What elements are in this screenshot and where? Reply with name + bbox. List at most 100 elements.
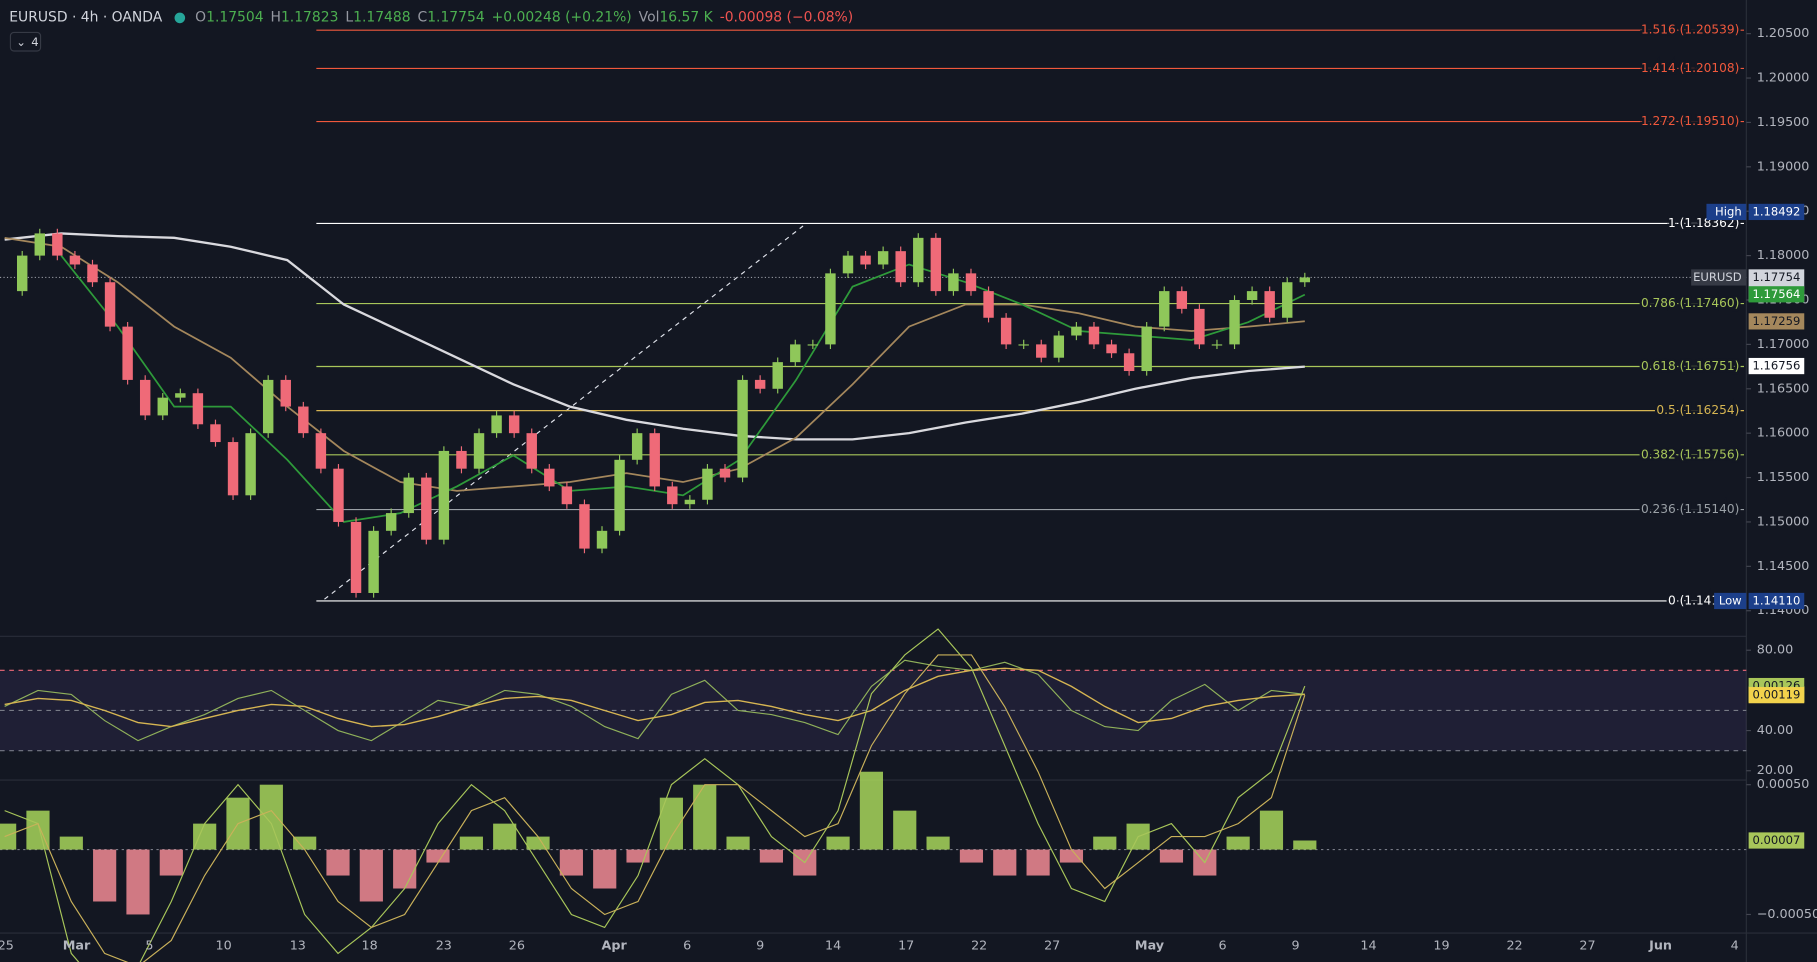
- candle-body: [280, 379, 291, 407]
- histogram-bar: [459, 836, 483, 850]
- candle-body: [790, 344, 801, 363]
- fib-label: 0.382 (1.15756): [1641, 447, 1739, 461]
- candle-body: [192, 393, 204, 425]
- x-tick-label: 25: [0, 938, 14, 953]
- indicator-line: [4, 628, 1306, 962]
- candle-body: [1159, 291, 1170, 327]
- badge-tag: Low: [1719, 593, 1742, 607]
- candle-body: [614, 459, 625, 531]
- indicators-count: 4: [31, 35, 38, 49]
- fib-label: 1.516 (1.20539): [1641, 23, 1739, 37]
- histogram-bar: [93, 849, 117, 902]
- badge-bg: [1748, 357, 1805, 375]
- candle-body: [579, 504, 590, 549]
- histogram-bar: [893, 810, 917, 850]
- candle-body: [631, 433, 643, 460]
- candle-body: [1299, 277, 1311, 283]
- badge-value: 1.14110: [1752, 593, 1800, 607]
- candle-body: [719, 468, 731, 478]
- candle-body: [87, 264, 98, 283]
- candle-body: [508, 415, 520, 434]
- y-tick-label: 1.19000: [1757, 159, 1810, 174]
- badge-value: 1.16756: [1752, 359, 1800, 373]
- candle-body: [473, 433, 485, 469]
- y-tick-label: 1.20500: [1757, 26, 1810, 41]
- y-tick-label: 40.00: [1757, 723, 1793, 738]
- x-tick-label: 18: [362, 938, 378, 953]
- candle-body: [456, 450, 467, 469]
- candle-body: [1123, 353, 1135, 372]
- candle-body: [122, 326, 133, 380]
- histogram-bar: [193, 823, 217, 850]
- candle-body: [1194, 308, 1205, 345]
- badge-bg: [1748, 832, 1805, 849]
- x-tick-label: 23: [436, 938, 452, 953]
- symbol[interactable]: EURUSD · 4h · OANDA: [9, 9, 162, 25]
- x-tick-label: 13: [290, 938, 306, 953]
- histogram-bar: [26, 810, 50, 850]
- x-tick-label: 14: [1360, 938, 1376, 953]
- x-tick-label: 6: [683, 938, 691, 953]
- candle-body: [684, 499, 696, 505]
- indicators-toggle[interactable]: [9, 31, 42, 52]
- badge-value: 0.00119: [1752, 688, 1800, 702]
- change: +0.00248 (+0.21%): [492, 9, 632, 25]
- histogram-bar: [1059, 849, 1084, 863]
- candle-body: [368, 530, 379, 593]
- histogram-bar: [426, 849, 450, 863]
- x-tick-label: 27: [1044, 938, 1060, 953]
- histogram-bar: [159, 849, 183, 876]
- plot-layer: 1.205001.200001.195001.190001.185001.180…: [0, 20, 1817, 962]
- fib-label: 0.236 (1.15140): [1641, 502, 1739, 516]
- candle-body: [737, 379, 748, 478]
- ohlc-value: 1.17823: [281, 9, 338, 25]
- indicator-line: [4, 654, 1306, 962]
- y-tick-label: −0.00050: [1757, 907, 1817, 922]
- fib-label: 0.786 (1.17460): [1641, 296, 1739, 310]
- x-tick-label: 22: [1506, 938, 1522, 953]
- histogram-bar: [659, 797, 683, 850]
- x-tick-label: Mar: [63, 938, 91, 953]
- histogram-bar: [593, 849, 617, 889]
- histogram-bar: [1293, 840, 1317, 850]
- candle-body: [825, 273, 836, 345]
- histogram-bar: [293, 836, 317, 850]
- y-tick-label: 1.15000: [1757, 514, 1810, 529]
- indicator-line: [4, 659, 1305, 742]
- badge-value: 1.17259: [1752, 314, 1800, 328]
- candle-body: [948, 273, 959, 292]
- candle-body: [965, 273, 977, 292]
- candle-body: [1229, 299, 1240, 345]
- x-tick-label: 27: [1579, 938, 1595, 953]
- candle-body: [245, 433, 256, 496]
- x-tick-label: 9: [756, 938, 764, 953]
- candle-body: [526, 433, 537, 469]
- histogram-bar: [326, 849, 350, 876]
- histogram-bar: [59, 836, 83, 850]
- histogram-bar: [126, 849, 150, 915]
- histogram-bar: [693, 784, 717, 850]
- histogram-bar: [1026, 849, 1050, 876]
- ohlc-label: L: [345, 9, 353, 25]
- candle-body: [1141, 326, 1152, 372]
- badge-bg: [1748, 687, 1805, 704]
- candle-body: [860, 255, 871, 265]
- histogram-bar: [626, 849, 650, 863]
- fib-label: 0.5 (1.16254): [1656, 403, 1739, 417]
- histogram-bar: [759, 849, 783, 863]
- badge-bg: [1748, 286, 1805, 303]
- candle-body: [1211, 344, 1223, 346]
- candle-body: [544, 468, 555, 487]
- candle-body: [1071, 326, 1082, 336]
- y-tick-label: 1.15500: [1757, 470, 1810, 485]
- x-tick-label: Apr: [602, 938, 628, 953]
- candle-body: [175, 393, 186, 398]
- histogram-bar: [1259, 810, 1284, 850]
- indicator-line: [4, 232, 1305, 441]
- badge-bg: [1748, 313, 1805, 330]
- fib-label: 1.272 (1.19510): [1641, 114, 1739, 128]
- candle-body: [262, 379, 274, 434]
- candle-body: [596, 530, 608, 549]
- histogram-bar: [826, 836, 850, 850]
- histogram-bar: [393, 849, 417, 889]
